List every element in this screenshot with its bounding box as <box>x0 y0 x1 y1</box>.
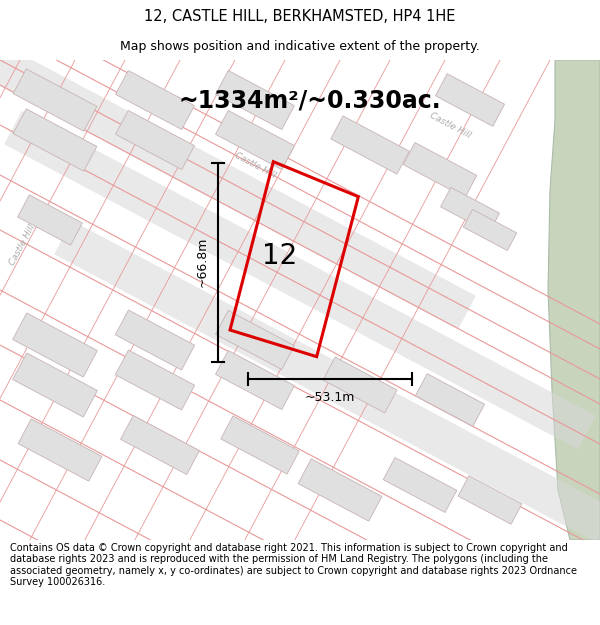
Text: ~66.8m: ~66.8m <box>196 237 208 288</box>
Polygon shape <box>403 142 477 198</box>
Polygon shape <box>115 350 194 410</box>
Polygon shape <box>298 459 382 521</box>
Polygon shape <box>463 209 517 251</box>
Text: 12, CASTLE HILL, BERKHAMSTED, HP4 1HE: 12, CASTLE HILL, BERKHAMSTED, HP4 1HE <box>145 9 455 24</box>
Polygon shape <box>215 111 295 169</box>
Polygon shape <box>458 476 522 524</box>
Polygon shape <box>215 351 295 409</box>
Text: ~1334m²/~0.330ac.: ~1334m²/~0.330ac. <box>179 88 442 112</box>
Polygon shape <box>323 357 397 413</box>
Polygon shape <box>415 374 485 426</box>
Text: Castle Hill: Castle Hill <box>428 111 472 139</box>
Polygon shape <box>215 71 295 129</box>
Polygon shape <box>215 311 295 369</box>
Polygon shape <box>436 74 505 126</box>
Polygon shape <box>54 221 600 559</box>
Polygon shape <box>13 69 97 131</box>
Polygon shape <box>331 116 409 174</box>
Text: Castle Hill: Castle Hill <box>233 151 277 179</box>
Polygon shape <box>221 416 299 474</box>
Polygon shape <box>13 109 97 171</box>
Polygon shape <box>0 0 476 329</box>
Polygon shape <box>115 310 194 370</box>
Polygon shape <box>18 419 102 481</box>
Polygon shape <box>13 313 97 377</box>
Text: 12: 12 <box>262 242 297 270</box>
Polygon shape <box>116 71 194 129</box>
Text: Castle Hill: Castle Hill <box>7 223 37 267</box>
Polygon shape <box>116 111 194 169</box>
Polygon shape <box>13 353 97 417</box>
Polygon shape <box>440 188 499 232</box>
Polygon shape <box>121 416 199 474</box>
Text: Map shows position and indicative extent of the property.: Map shows position and indicative extent… <box>120 40 480 53</box>
Polygon shape <box>383 458 457 512</box>
Polygon shape <box>4 111 596 449</box>
Text: Contains OS data © Crown copyright and database right 2021. This information is : Contains OS data © Crown copyright and d… <box>10 542 577 588</box>
Polygon shape <box>548 60 600 540</box>
Text: ~53.1m: ~53.1m <box>305 391 355 404</box>
Polygon shape <box>17 195 82 245</box>
